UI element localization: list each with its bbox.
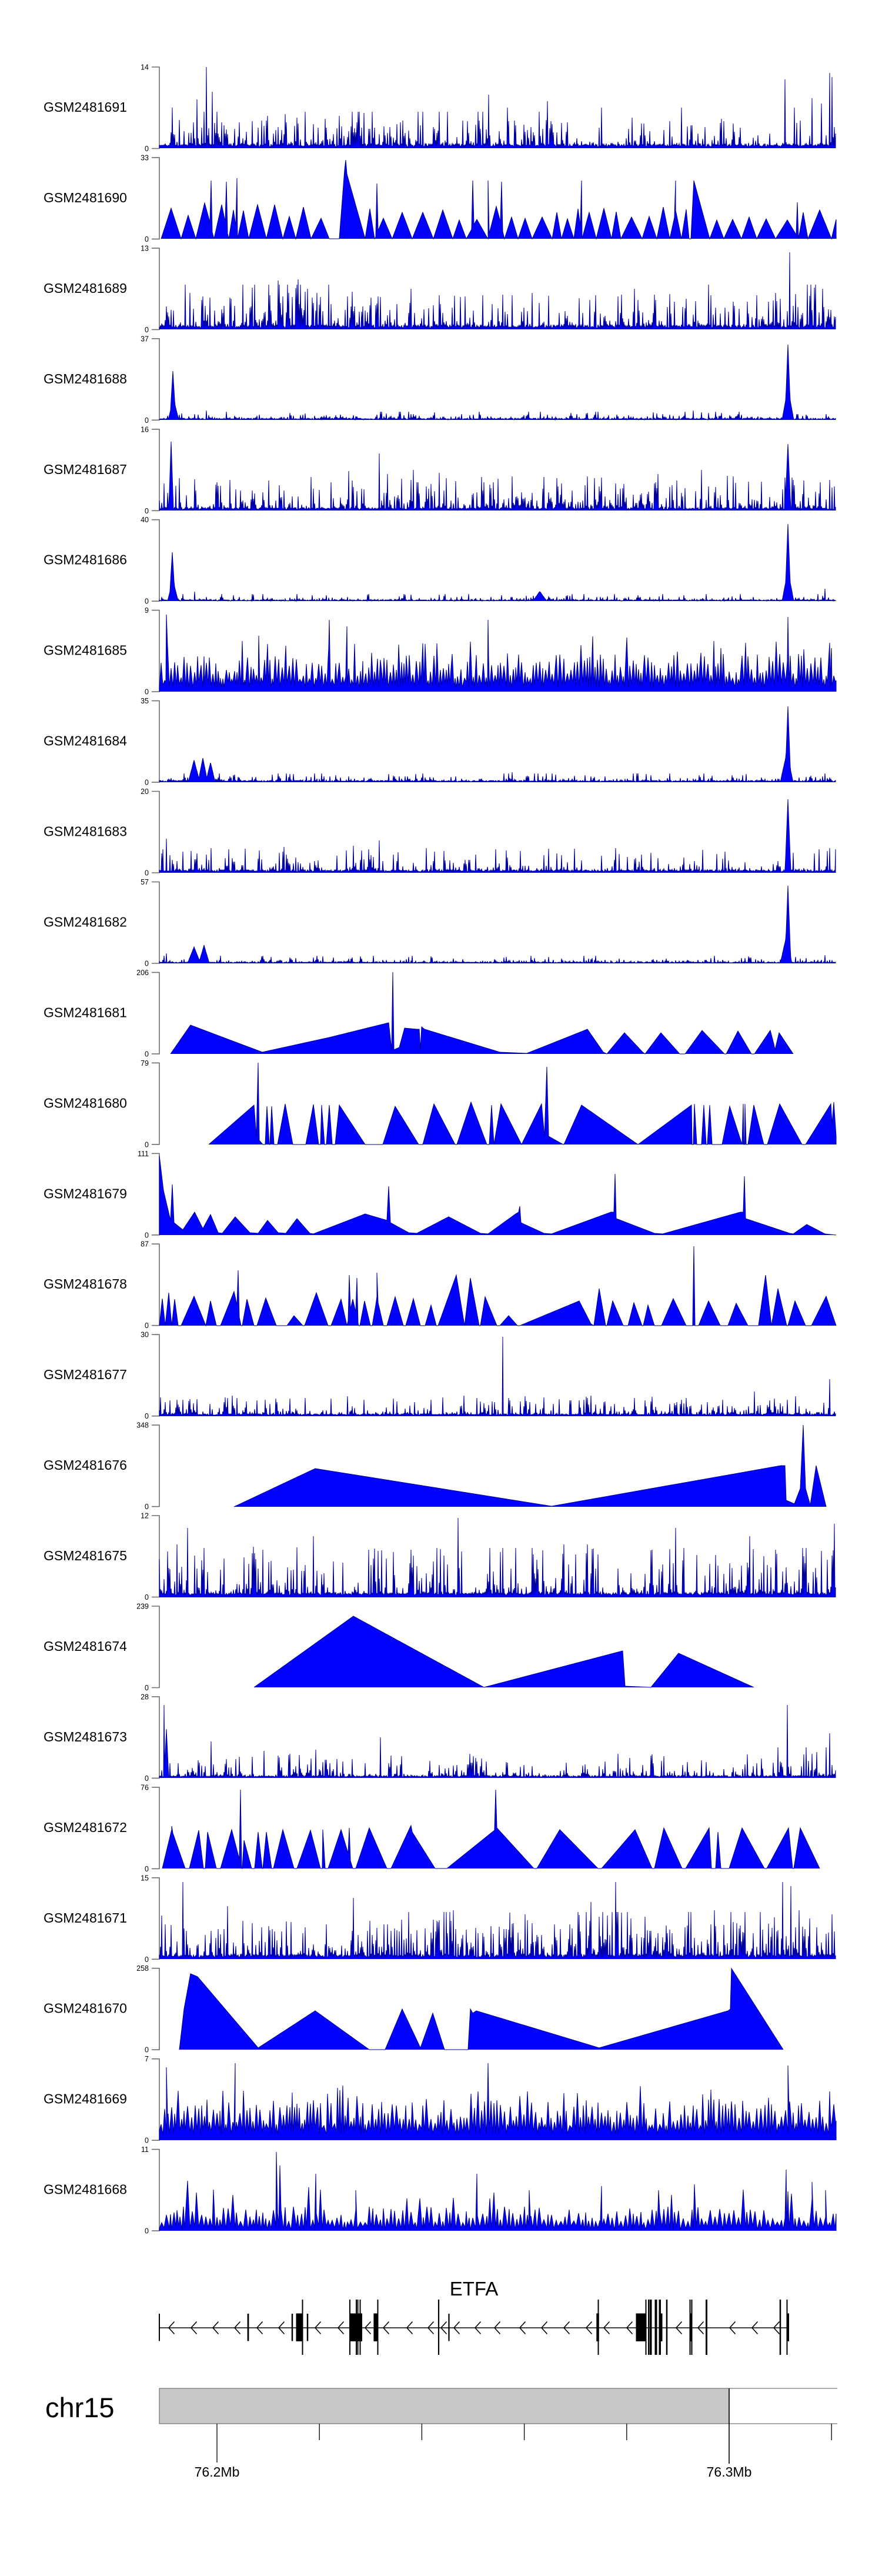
svg-text:20: 20 bbox=[141, 788, 149, 796]
svg-text:GSM2481674: GSM2481674 bbox=[44, 1639, 127, 1654]
svg-text:76: 76 bbox=[141, 1783, 149, 1791]
svg-text:GSM2481681: GSM2481681 bbox=[44, 1005, 127, 1020]
svg-text:0: 0 bbox=[145, 598, 149, 606]
svg-text:GSM2481678: GSM2481678 bbox=[44, 1276, 127, 1292]
svg-text:GSM2481689: GSM2481689 bbox=[44, 281, 127, 296]
svg-text:0: 0 bbox=[145, 1050, 149, 1058]
svg-text:76.2Mb: 76.2Mb bbox=[195, 2464, 240, 2480]
svg-text:15: 15 bbox=[141, 1874, 149, 1882]
svg-text:28: 28 bbox=[141, 1693, 149, 1701]
svg-text:0: 0 bbox=[145, 1503, 149, 1511]
svg-text:258: 258 bbox=[136, 1964, 149, 1973]
svg-text:GSM2481685: GSM2481685 bbox=[44, 643, 127, 658]
svg-text:0: 0 bbox=[145, 145, 149, 153]
svg-text:7: 7 bbox=[145, 2055, 149, 2063]
svg-text:GSM2481670: GSM2481670 bbox=[44, 2001, 127, 2016]
svg-text:13: 13 bbox=[141, 244, 149, 252]
svg-text:0: 0 bbox=[145, 2046, 149, 2054]
svg-text:GSM2481679: GSM2481679 bbox=[44, 1186, 127, 1201]
svg-text:GSM2481691: GSM2481691 bbox=[44, 99, 127, 115]
svg-text:0: 0 bbox=[145, 779, 149, 787]
svg-text:GSM2481676: GSM2481676 bbox=[44, 1457, 127, 1473]
svg-text:0: 0 bbox=[145, 1231, 149, 1239]
svg-text:206: 206 bbox=[136, 969, 149, 977]
svg-text:0: 0 bbox=[145, 1684, 149, 1692]
svg-text:GSM2481680: GSM2481680 bbox=[44, 1095, 127, 1110]
svg-text:30: 30 bbox=[141, 1331, 149, 1339]
svg-text:GSM2481672: GSM2481672 bbox=[44, 1820, 127, 1835]
svg-text:0: 0 bbox=[145, 688, 149, 696]
svg-text:0: 0 bbox=[145, 1412, 149, 1420]
svg-text:GSM2481684: GSM2481684 bbox=[44, 733, 127, 749]
svg-text:14: 14 bbox=[141, 64, 149, 72]
svg-text:GSM2481673: GSM2481673 bbox=[44, 1729, 127, 1744]
svg-text:GSM2481682: GSM2481682 bbox=[44, 915, 127, 930]
svg-text:87: 87 bbox=[141, 1240, 149, 1249]
svg-text:0: 0 bbox=[145, 507, 149, 515]
svg-text:chr15: chr15 bbox=[45, 2392, 115, 2423]
svg-text:33: 33 bbox=[141, 154, 149, 162]
svg-text:16: 16 bbox=[141, 425, 149, 433]
svg-text:0: 0 bbox=[145, 1865, 149, 1873]
svg-text:40: 40 bbox=[141, 516, 149, 524]
svg-text:GSM2481690: GSM2481690 bbox=[44, 190, 127, 205]
svg-text:0: 0 bbox=[145, 1140, 149, 1149]
svg-text:37: 37 bbox=[141, 335, 149, 343]
svg-text:GSM2481687: GSM2481687 bbox=[44, 462, 127, 477]
svg-text:239: 239 bbox=[136, 1603, 149, 1611]
svg-text:0: 0 bbox=[145, 2227, 149, 2235]
svg-text:GSM2481688: GSM2481688 bbox=[44, 371, 127, 386]
svg-text:GSM2481669: GSM2481669 bbox=[44, 2091, 127, 2107]
svg-text:GSM2481675: GSM2481675 bbox=[44, 1548, 127, 1563]
svg-text:111: 111 bbox=[138, 1150, 149, 1158]
svg-text:0: 0 bbox=[145, 1322, 149, 1330]
svg-text:0: 0 bbox=[145, 1956, 149, 1964]
svg-text:GSM2481677: GSM2481677 bbox=[44, 1367, 127, 1382]
svg-text:0: 0 bbox=[145, 326, 149, 334]
svg-text:348: 348 bbox=[136, 1422, 149, 1430]
svg-text:57: 57 bbox=[141, 878, 149, 886]
svg-text:0: 0 bbox=[145, 960, 149, 968]
svg-text:0: 0 bbox=[145, 416, 149, 425]
svg-text:11: 11 bbox=[141, 2145, 149, 2154]
svg-text:9: 9 bbox=[145, 606, 149, 615]
svg-text:0: 0 bbox=[145, 235, 149, 243]
svg-text:GSM2481668: GSM2481668 bbox=[44, 2182, 127, 2197]
svg-text:76.3Mb: 76.3Mb bbox=[707, 2464, 752, 2480]
svg-text:35: 35 bbox=[141, 697, 149, 705]
svg-text:ETFA: ETFA bbox=[450, 2278, 499, 2300]
svg-text:0: 0 bbox=[145, 869, 149, 877]
svg-text:0: 0 bbox=[145, 2137, 149, 2145]
svg-text:0: 0 bbox=[145, 1774, 149, 1783]
svg-text:12: 12 bbox=[141, 1512, 149, 1520]
svg-text:GSM2481683: GSM2481683 bbox=[44, 824, 127, 839]
svg-text:GSM2481671: GSM2481671 bbox=[44, 1910, 127, 1926]
svg-text:GSM2481686: GSM2481686 bbox=[44, 552, 127, 568]
svg-text:79: 79 bbox=[141, 1059, 149, 1067]
svg-text:0: 0 bbox=[145, 1593, 149, 1601]
